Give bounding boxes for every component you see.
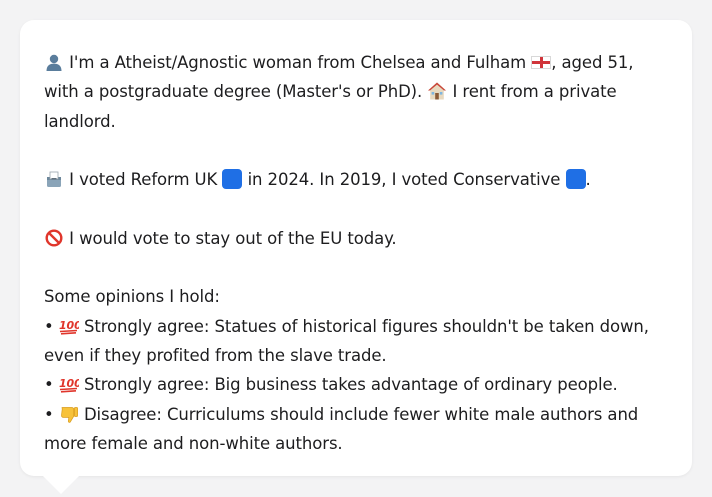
bullet: • xyxy=(44,404,54,424)
intro-line-3: landlord. xyxy=(44,107,668,136)
thumbs-down-icon xyxy=(59,400,79,429)
voting-text-b: in 2024. In 2019, I voted Conservative xyxy=(242,170,561,190)
opinion-item-1: • 100 Strongly agree: Statues of histori… xyxy=(44,312,668,341)
opinion-item-1-cont: even if they profited from the slave tra… xyxy=(44,341,668,370)
eu-text: I would vote to stay out of the EU today… xyxy=(69,228,397,248)
opinion-item-3: • Disagree: Curriculums should include f… xyxy=(44,400,668,429)
intro-age: , aged 51, xyxy=(551,53,634,72)
intro-text-3: landlord. xyxy=(44,111,116,131)
hundred-points-icon: 100 xyxy=(59,312,82,341)
opinion-item-2: • 100 Strongly agree: Big business takes… xyxy=(44,370,668,399)
voting-text-a: I voted Reform UK xyxy=(69,170,218,190)
intro-rent: I rent from a private xyxy=(447,82,617,102)
message-body: I'm a Atheist/Agnostic woman from Chelse… xyxy=(44,48,668,458)
bubble-tail xyxy=(42,475,80,494)
bust-silhouette-icon xyxy=(44,48,64,77)
opinion-3-line-2: more female and non-white authors. xyxy=(44,433,343,453)
blue-square-icon xyxy=(222,169,243,190)
intro-line-1: I'm a Atheist/Agnostic woman from Chelse… xyxy=(44,48,668,77)
house-icon xyxy=(427,77,447,106)
opinion-item-3-cont: more female and non-white authors. xyxy=(44,429,668,458)
opinion-3-line-1: Disagree: Curriculums should include few… xyxy=(83,404,639,424)
ballot-box-icon xyxy=(44,165,64,194)
england-flag-icon xyxy=(531,56,552,69)
spacer xyxy=(44,253,668,282)
blue-square-icon xyxy=(565,169,586,190)
opinion-1-line-2: even if they profited from the slave tra… xyxy=(44,345,387,365)
svg-text:100: 100 xyxy=(59,377,79,390)
intro-line-2: with a postgraduate degree (Master's or … xyxy=(44,77,668,106)
chat-message-bubble: I'm a Atheist/Agnostic woman from Chelse… xyxy=(20,20,692,476)
bullet: • xyxy=(44,316,54,336)
intro-text-2: with a postgraduate degree (Master's or … xyxy=(44,82,423,102)
eu-line: I would vote to stay out of the EU today… xyxy=(44,224,668,253)
spacer xyxy=(44,194,668,223)
svg-text:100: 100 xyxy=(59,319,79,332)
voting-line: I voted Reform UK in 2024. In 2019, I vo… xyxy=(44,165,668,194)
opinions-heading: Some opinions I hold: xyxy=(44,287,220,307)
prohibited-icon xyxy=(44,224,64,253)
bullet: • xyxy=(44,375,54,395)
opinion-1-line-1: Strongly agree: Statues of historical fi… xyxy=(83,316,649,336)
voting-text-c: . xyxy=(585,170,591,190)
opinion-2-line-1: Strongly agree: Big business takes advan… xyxy=(83,375,618,395)
hundred-points-icon: 100 xyxy=(59,370,82,399)
intro-text-1: I'm a Atheist/Agnostic woman from Chelse… xyxy=(69,53,527,72)
spacer xyxy=(44,136,668,165)
